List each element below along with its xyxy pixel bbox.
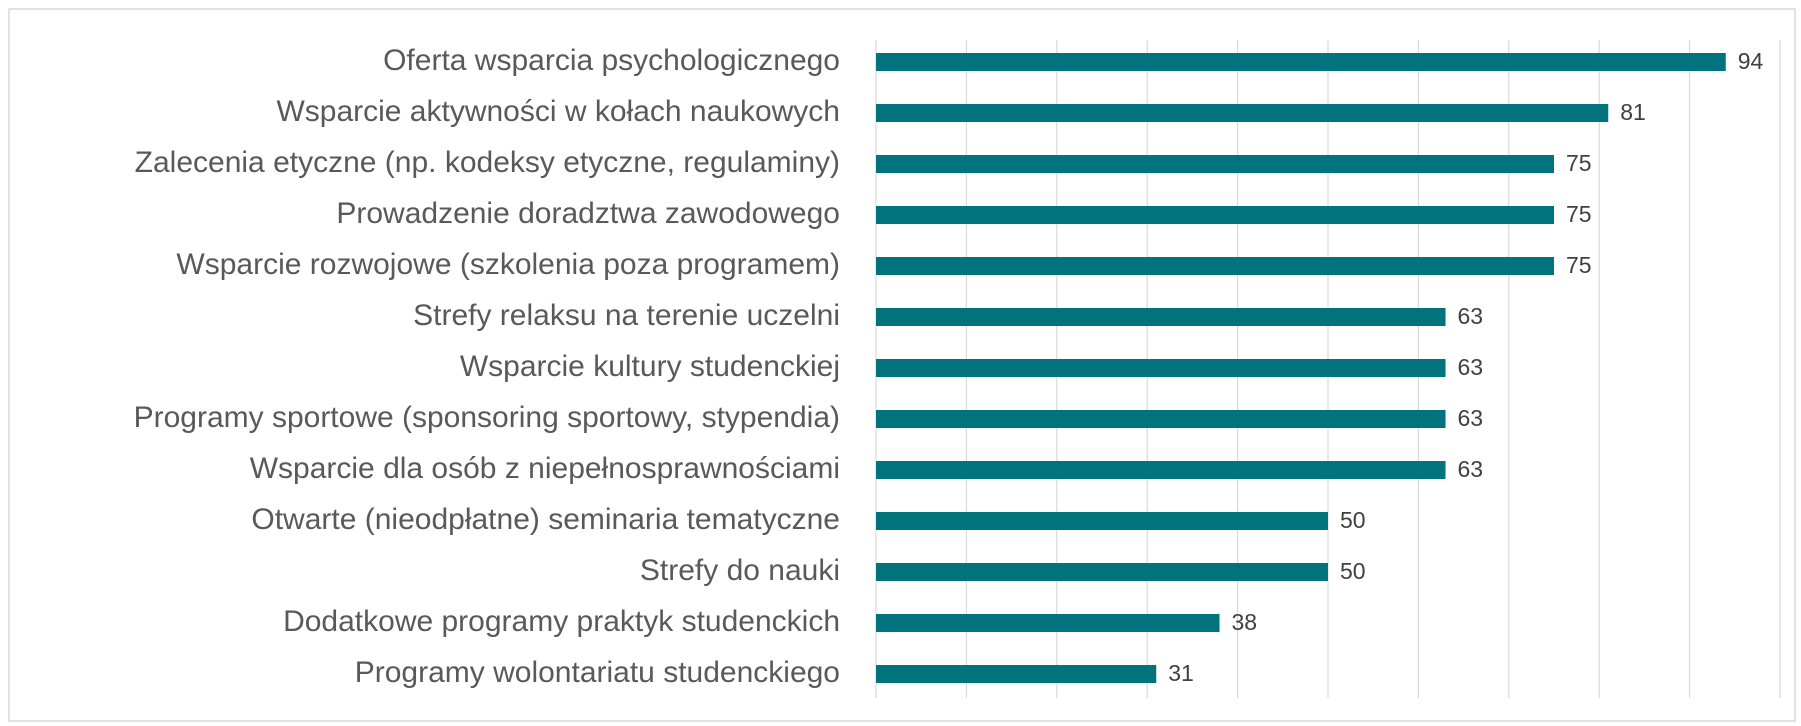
bar: [876, 53, 1726, 71]
data-label: 63: [1458, 456, 1484, 482]
y-tick-label: Wsparcie kultury studenckiej: [460, 350, 840, 383]
bar: [876, 512, 1328, 530]
data-label: 50: [1340, 507, 1366, 533]
y-tick-label: Dodatkowe programy praktyk studenckich: [283, 605, 840, 638]
data-label: 63: [1458, 303, 1484, 329]
data-label: 94: [1738, 48, 1764, 74]
data-label: 75: [1566, 150, 1592, 176]
y-tick-label: Oferta wsparcia psychologicznego: [383, 44, 840, 77]
bar: [876, 104, 1609, 122]
y-tick-label: Programy wolontariatu studenckiego: [355, 656, 840, 689]
bar: [876, 257, 1554, 275]
y-tick-label: Strefy relaksu na terenie uczelni: [413, 299, 840, 332]
data-label: 38: [1232, 609, 1258, 635]
bar: [876, 461, 1446, 479]
y-tick-label: Wsparcie dla osób z niepełnosprawnościam…: [250, 452, 840, 485]
data-label: 50: [1340, 558, 1366, 584]
y-tick-label: Zalecenia etyczne (np. kodeksy etyczne, …: [135, 146, 840, 179]
y-tick-label: Programy sportowe (sponsoring sportowy, …: [134, 401, 840, 434]
bar: [876, 614, 1220, 632]
bar: [876, 410, 1446, 428]
data-label: 81: [1620, 99, 1646, 125]
bar: [876, 308, 1446, 326]
bar: [876, 359, 1446, 377]
data-label: 63: [1458, 354, 1484, 380]
bar: [876, 155, 1554, 173]
bar: [876, 665, 1157, 683]
data-label: 63: [1458, 405, 1484, 431]
data-label: 75: [1566, 201, 1592, 227]
y-tick-label: Otwarte (nieodpłatne) seminaria tematycz…: [251, 503, 840, 536]
data-label: 75: [1566, 252, 1592, 278]
bar: [876, 206, 1554, 224]
y-tick-label: Wsparcie rozwojowe (szkolenia poza progr…: [176, 248, 840, 281]
y-tick-label: Prowadzenie doradztwa zawodowego: [336, 197, 840, 230]
y-tick-label: Strefy do nauki: [640, 554, 840, 587]
y-tick-label: Wsparcie aktywności w kołach naukowych: [276, 95, 840, 128]
bar: [876, 563, 1328, 581]
data-label: 31: [1168, 660, 1194, 686]
